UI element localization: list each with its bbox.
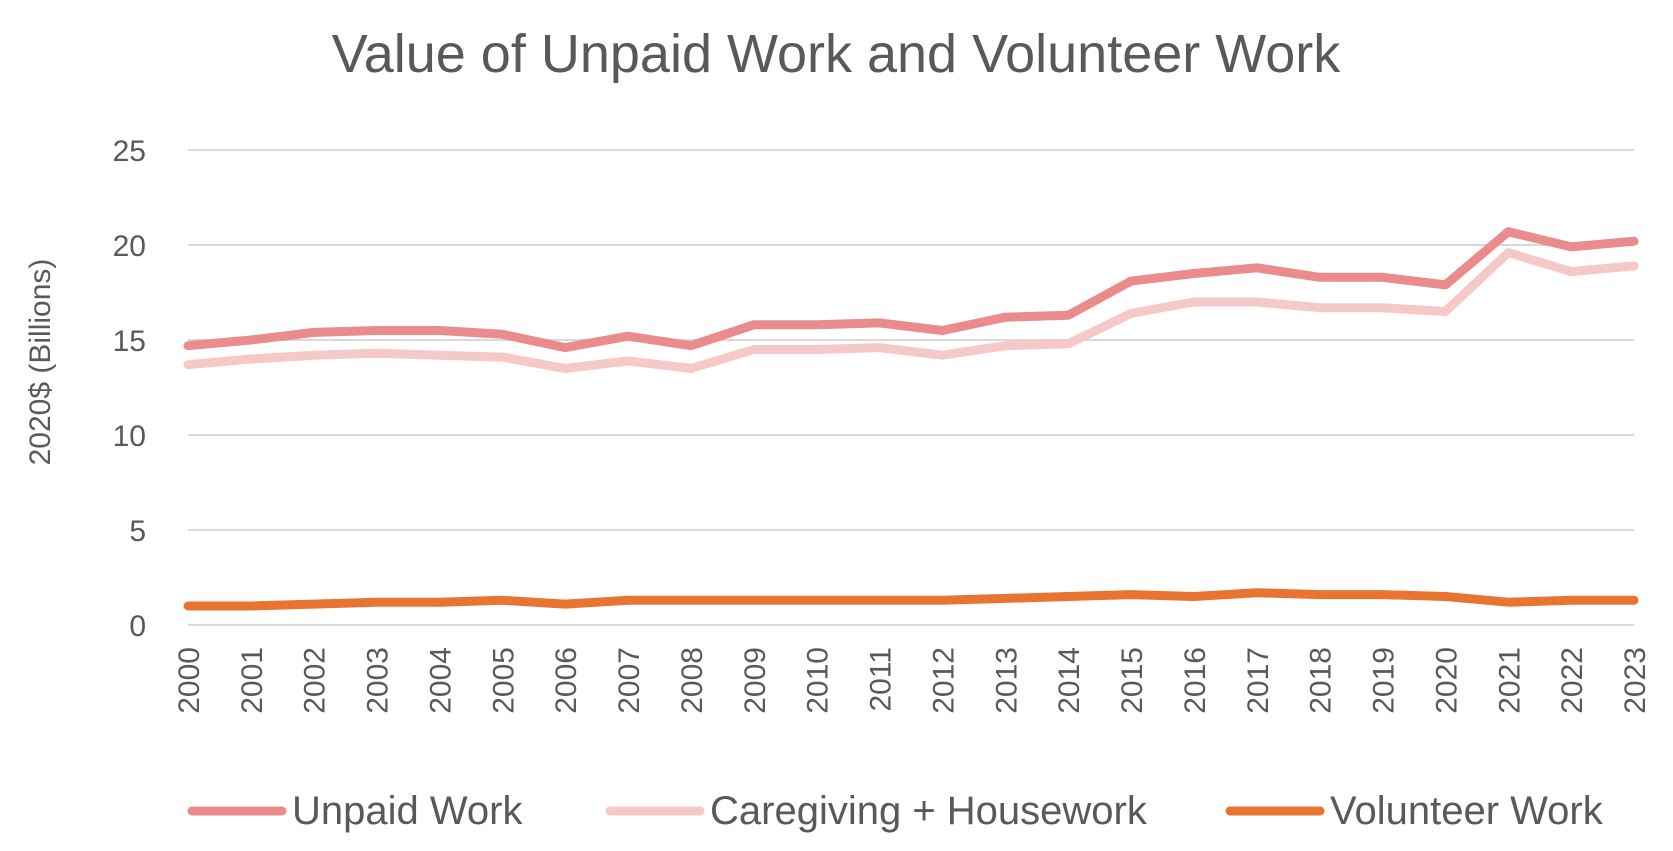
legend: Unpaid Work Caregiving + Housework Volunte… <box>187 789 1604 833</box>
x-tick-label: 2008 <box>676 647 709 714</box>
x-tick-label: 2009 <box>739 647 772 714</box>
legend-label: Unpaid Work <box>292 789 523 833</box>
x-tick-label: 2013 <box>990 647 1023 714</box>
series-line-unpaid-work <box>183 227 1639 353</box>
x-tick-label: 2012 <box>927 647 960 714</box>
legend-label: Caregiving + Housework <box>710 789 1148 833</box>
y-axis-ticks: 0 5 10 15 20 25 <box>113 135 146 643</box>
series-line-volunteer-work <box>183 588 1639 611</box>
y-tick-label: 25 <box>113 135 146 168</box>
x-axis-ticks: 2000 2001 2002 2003 2004 2005 2006 2007 2008 2009… <box>173 647 1652 714</box>
x-tick-label: 2016 <box>1179 647 1212 714</box>
x-tick-label: 2005 <box>487 647 520 714</box>
series-lines <box>183 227 1639 611</box>
x-tick-label: 2006 <box>550 647 583 714</box>
chart-title: Value of Unpaid Work and Volunteer Work <box>332 24 1342 84</box>
x-tick-label: 2007 <box>613 647 646 714</box>
x-tick-label: 2000 <box>173 647 206 714</box>
x-tick-label: 2004 <box>424 647 457 714</box>
y-tick-label: 20 <box>113 230 146 263</box>
x-tick-label: 2017 <box>1242 647 1275 714</box>
series-line-caregiving-housework <box>183 248 1639 373</box>
y-tick-label: 10 <box>113 420 146 453</box>
x-tick-label: 2011 <box>865 647 898 712</box>
x-tick-label: 2018 <box>1305 647 1338 714</box>
legend-label: Volunteer Work <box>1330 789 1604 833</box>
x-tick-label: 2010 <box>802 647 835 714</box>
x-tick-label: 2023 <box>1619 647 1652 714</box>
y-tick-label: 5 <box>129 515 146 548</box>
x-tick-label: 2021 <box>1493 647 1526 714</box>
x-tick-label: 2015 <box>1116 647 1149 714</box>
x-tick-label: 2014 <box>1053 647 1086 714</box>
x-tick-label: 2003 <box>362 647 395 714</box>
x-tick-label: 2020 <box>1430 647 1463 714</box>
x-tick-label: 2001 <box>236 647 269 714</box>
x-tick-label: 2019 <box>1368 647 1401 714</box>
y-tick-label: 0 <box>129 610 146 643</box>
x-tick-label: 2002 <box>299 647 332 714</box>
x-tick-label: 2022 <box>1556 647 1589 714</box>
y-axis-label: 2020$ (Billions) <box>24 259 57 466</box>
y-tick-label: 15 <box>113 325 146 358</box>
gridlines <box>188 149 1634 626</box>
